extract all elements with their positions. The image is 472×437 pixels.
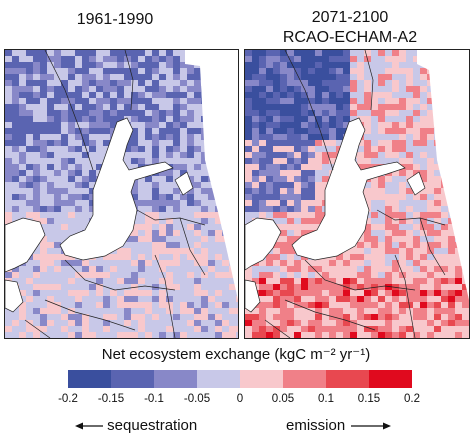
country-border — [264, 319, 291, 338]
country-border — [136, 209, 206, 226]
colorbar-tick-label: 0.15 — [357, 393, 381, 405]
country-border — [124, 50, 134, 111]
map-left-svg — [5, 50, 238, 338]
right-panel-title-line-1: 2071-2100 — [311, 9, 389, 26]
sea-area — [59, 117, 174, 261]
colorbar-swatch-5 — [283, 370, 326, 388]
colorbar-swatch-7 — [369, 370, 412, 388]
left-panel-title-line: 1961-1990 — [76, 11, 154, 28]
colorbar-swatch-0 — [68, 370, 111, 388]
country-border — [284, 50, 334, 171]
colorbar-tick-label: 0.2 — [404, 393, 420, 405]
country-border — [44, 50, 94, 171]
emission-label: emission — [286, 417, 346, 434]
country-border — [419, 217, 446, 276]
country-border — [64, 259, 176, 291]
right-arrow-icon — [351, 422, 392, 430]
emission-arrow: emission — [286, 417, 392, 434]
colorbar-tick-label: 0 — [236, 393, 244, 405]
colorbar-swatch-6 — [326, 370, 369, 388]
colorbar-title: Net ecosystem exchange (kgC m⁻² yr⁻¹) — [101, 346, 371, 363]
country-border — [284, 299, 376, 331]
country-border — [44, 299, 136, 331]
map-panel-2071-2100 — [244, 49, 470, 339]
colorbar-swatch-2 — [154, 370, 197, 388]
country-border — [24, 319, 51, 338]
sea-area — [174, 171, 194, 196]
sea-area — [406, 171, 426, 196]
colorbar-tick-label: -0.2 — [58, 393, 78, 405]
sea-area — [5, 217, 46, 273]
colorbar — [68, 370, 412, 388]
colorbar-tick-label: -0.15 — [97, 393, 125, 405]
map-panel-1961-1990 — [4, 49, 239, 339]
sequestration-label: sequestration — [107, 417, 198, 434]
map-right-svg — [245, 50, 469, 338]
right-panel-title-line-2: RCAO-ECHAM-A2 — [282, 29, 418, 46]
sea-area — [291, 117, 406, 261]
colorbar-tick-label: -0.1 — [144, 393, 164, 405]
colorbar-tick-label: 0.05 — [271, 393, 295, 405]
country-border — [304, 259, 416, 291]
right-panel-title: 2071-2100 RCAO-ECHAM-A2 — [265, 8, 435, 48]
colorbar-swatch-4 — [240, 370, 283, 388]
sea-area — [245, 217, 282, 271]
ecosystem-exchange-grid — [245, 50, 469, 338]
colorbar-tick-label: -0.05 — [183, 393, 211, 405]
country-border — [179, 217, 206, 276]
colorbar-swatch-3 — [197, 370, 240, 388]
colorbar-ticks: -0.2 -0.15 -0.1 -0.05 0 0.05 0.1 0.15 0.2 — [0, 393, 472, 409]
country-border — [394, 254, 416, 338]
sea-area — [5, 279, 24, 313]
country-border — [154, 254, 176, 338]
sea-area — [245, 279, 261, 313]
sequestration-arrow: sequestration — [75, 417, 197, 434]
colorbar-swatch-1 — [111, 370, 154, 388]
colorbar-tick-label: 0.1 — [318, 393, 334, 405]
country-border — [364, 50, 374, 111]
left-panel-title: 1961-1990 — [40, 10, 190, 30]
country-border — [376, 209, 446, 226]
left-arrow-icon — [75, 422, 103, 430]
